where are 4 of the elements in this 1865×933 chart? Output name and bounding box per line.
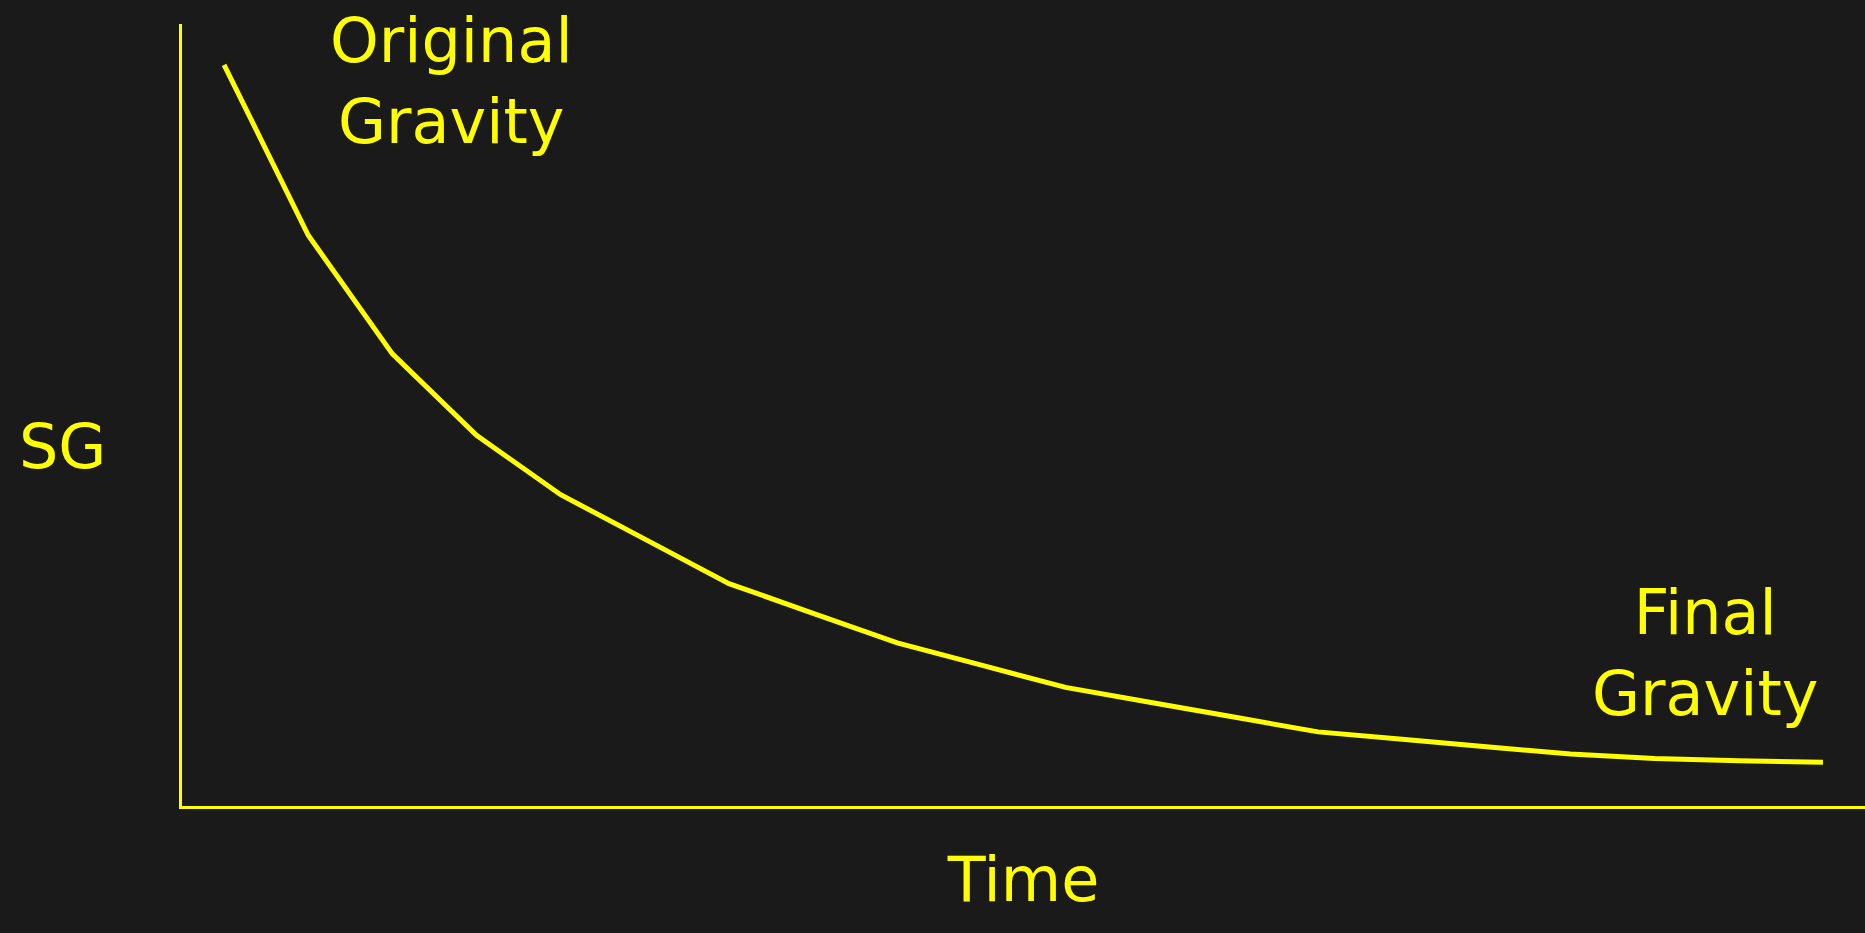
y-axis-title: SG [19,410,107,483]
annotation: Final Gravity [1592,576,1819,730]
annotation: Original Gravity [330,4,573,158]
x-axis-title: Time [946,843,1100,917]
